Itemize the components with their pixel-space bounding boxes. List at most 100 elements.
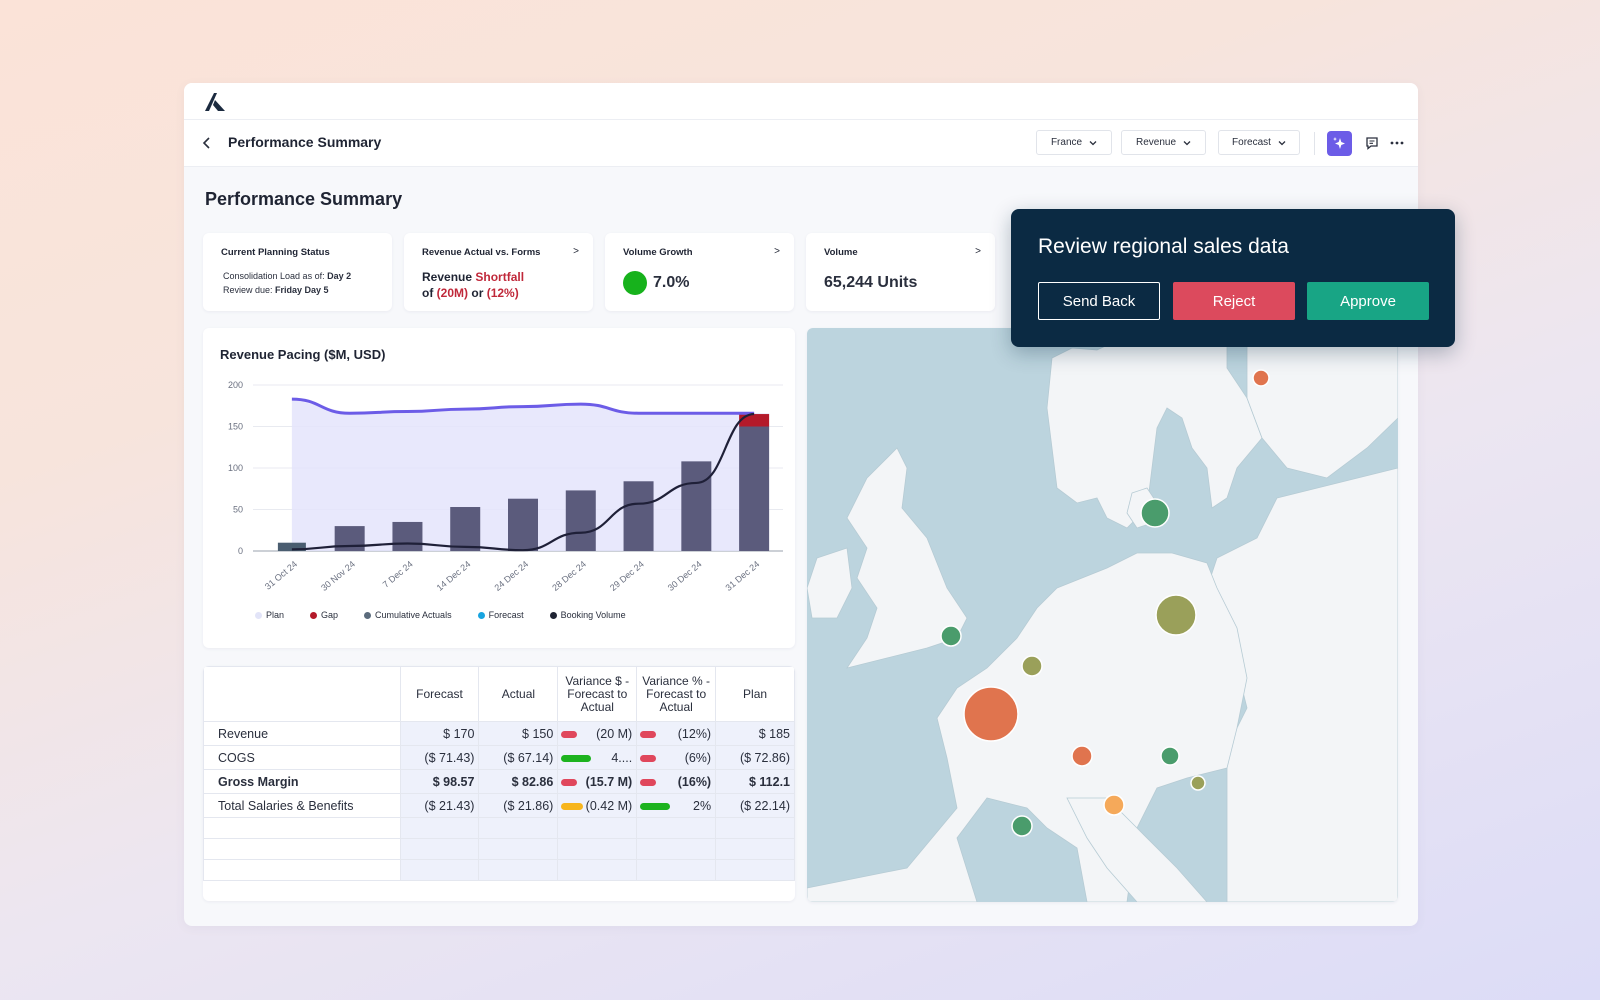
forecast-cell: ($ 71.43) — [399, 745, 480, 770]
variance-usd-cell: 4.... — [557, 745, 638, 770]
legend-plan: Plan — [255, 610, 284, 620]
variance-value: (6%) — [684, 750, 712, 765]
filter-scenario[interactable]: Forecast — [1218, 130, 1300, 155]
sub-header: Performance Summary France Revenue Forec… — [184, 120, 1418, 167]
legend-label: Gap — [321, 610, 339, 620]
shortfall-amount: (20M) — [436, 286, 469, 300]
y-tick-label: 150 — [228, 422, 243, 432]
plan-cell: $ 112.1 — [715, 769, 795, 794]
table-row[interactable]: COGS ($ 71.43) ($ 67.14) 4.... (6%) ($ 72.86) — [203, 745, 795, 770]
table-header[interactable]: Plan — [715, 666, 795, 722]
forecast-line — [291, 397, 755, 415]
map-bubble-france[interactable] — [963, 686, 1019, 742]
europe-map[interactable] — [807, 328, 1398, 902]
kpi-title: Volume — [824, 247, 858, 258]
map-bubble-denmark[interactable] — [1140, 498, 1170, 528]
kpi-volume[interactable]: Volume > 65,244 Units — [806, 233, 995, 311]
table-row-empty — [203, 859, 795, 881]
table-row[interactable]: Revenue $ 170 $ 150 (20 M) (12%) $ 185 — [203, 721, 795, 746]
legend-label: Plan — [266, 610, 285, 620]
review-due: Review due: Friday Day 5 — [223, 285, 329, 295]
comment-button[interactable] — [1362, 133, 1382, 153]
empty-cell — [203, 817, 401, 839]
revenue-word: Revenue — [422, 270, 473, 284]
chevron-down-icon — [1089, 140, 1097, 145]
filter-country[interactable]: France — [1036, 130, 1112, 155]
map-bubble-germany[interactable] — [1155, 594, 1197, 636]
filter-metric-label: Revenue — [1135, 137, 1177, 148]
row-label: Revenue — [203, 721, 401, 746]
variance-value: 4.... — [611, 750, 633, 765]
gap-bar — [739, 414, 770, 427]
actuals-bar — [565, 490, 596, 551]
variance-bar — [640, 779, 657, 786]
actuals-bar — [392, 521, 423, 551]
x-tick-label: 31 Oct 24 — [263, 559, 299, 592]
map-canvas — [807, 328, 1398, 902]
variance-value: (0.42 M) — [585, 798, 633, 813]
kpi-arrow-icon[interactable]: > — [573, 246, 579, 257]
table-row[interactable]: Gross Margin $ 98.57 $ 82.86 (15.7 M) (16%) $… — [203, 769, 795, 794]
financial-table-card: Forecast Actual Variance $ - Forecast to… — [203, 666, 795, 901]
actuals-bar — [739, 426, 770, 551]
empty-cell — [715, 817, 795, 839]
map-bubble-uk[interactable] — [940, 625, 962, 647]
send-back-button[interactable]: Send Back — [1038, 282, 1160, 320]
table-header[interactable]: Forecast — [399, 666, 480, 722]
table-row-empty — [203, 838, 795, 860]
kpi-arrow-icon[interactable]: > — [774, 246, 780, 257]
table-row[interactable]: Total Salaries & Benefits ($ 21.43) ($ 21.… — [203, 793, 795, 818]
kpi-revenue[interactable]: Revenue Actual vs. Forms > Revenue Short… — [404, 233, 593, 311]
y-tick-label: 50 — [233, 505, 243, 515]
legend-dot — [364, 611, 372, 619]
legend-label: Cumulative Actuals — [375, 610, 452, 620]
kpi-arrow-icon[interactable]: > — [975, 246, 981, 257]
x-tick-label: 7 Dec 24 — [381, 559, 415, 590]
table-header[interactable]: Variance % - Forecast to Actual — [636, 666, 717, 722]
variance-value: (16%) — [677, 774, 712, 789]
top-bar — [184, 83, 1418, 120]
y-tick-label: 0 — [238, 546, 243, 556]
variance-bar — [640, 803, 671, 810]
y-tick-label: 100 — [228, 463, 243, 473]
map-bubble-switzerland[interactable] — [1071, 745, 1093, 767]
actuals-bar — [450, 507, 481, 551]
more-button[interactable] — [1387, 133, 1407, 153]
table-header[interactable]: Variance $ - Forecast to Actual — [557, 666, 638, 722]
row-label: Gross Margin — [203, 769, 401, 794]
chevron-left-icon[interactable] — [198, 134, 216, 152]
legend-dot — [549, 611, 557, 619]
table-header[interactable]: Actual — [478, 666, 559, 722]
revenue-pacing-card: Revenue Pacing ($M, USD) 0 50 100 150 200 31 … — [203, 328, 795, 648]
map-bubble-austria[interactable] — [1160, 746, 1180, 766]
variance-bar — [640, 731, 657, 738]
row-label: COGS — [203, 745, 401, 770]
financial-table: Forecast Actual Variance $ - Forecast to… — [203, 666, 795, 881]
variance-pct-cell: (6%) — [636, 745, 717, 770]
empty-cell — [636, 838, 717, 860]
revenue-pacing-chart: 0 50 100 150 200 31 Oct 24 30 Nov 24 7 Dec 24 14… — [228, 380, 783, 593]
reject-button[interactable]: Reject — [1173, 282, 1295, 320]
map-bubble-spain[interactable] — [1011, 815, 1033, 837]
chart-title: Revenue Pacing ($M, USD) — [220, 347, 386, 362]
kpi-planning-status: Current Planning Status Consolidation Lo… — [203, 233, 392, 311]
or-word: or — [471, 286, 484, 300]
kpi-title: Current Planning Status — [221, 247, 330, 258]
table-body: Revenue $ 170 $ 150 (20 M) (12%) $ 185 COGS ($ … — [203, 721, 795, 881]
map-bubble-finland[interactable] — [1252, 369, 1270, 387]
filter-metric[interactable]: Revenue — [1121, 130, 1206, 155]
booking-volume-line — [291, 412, 755, 552]
x-tick-label: 30 Dec 24 — [666, 559, 704, 593]
page-title: Performance Summary — [205, 189, 403, 209]
empty-cell — [715, 838, 795, 860]
consolidation-label: Consolidation Load as of: — [223, 271, 328, 281]
map-bubble-slovenia[interactable] — [1190, 775, 1206, 791]
map-bubble-italy[interactable] — [1103, 794, 1125, 816]
ai-assistant-button[interactable] — [1327, 131, 1352, 156]
variance-pct-cell: (12%) — [636, 721, 717, 746]
legend-label: Booking Volume — [560, 610, 626, 620]
approve-button[interactable]: Approve — [1307, 282, 1429, 320]
variance-bar — [561, 803, 584, 810]
kpi-volume-growth[interactable]: Volume Growth > 7.0% — [605, 233, 794, 311]
map-bubble-belgium[interactable] — [1021, 655, 1043, 677]
